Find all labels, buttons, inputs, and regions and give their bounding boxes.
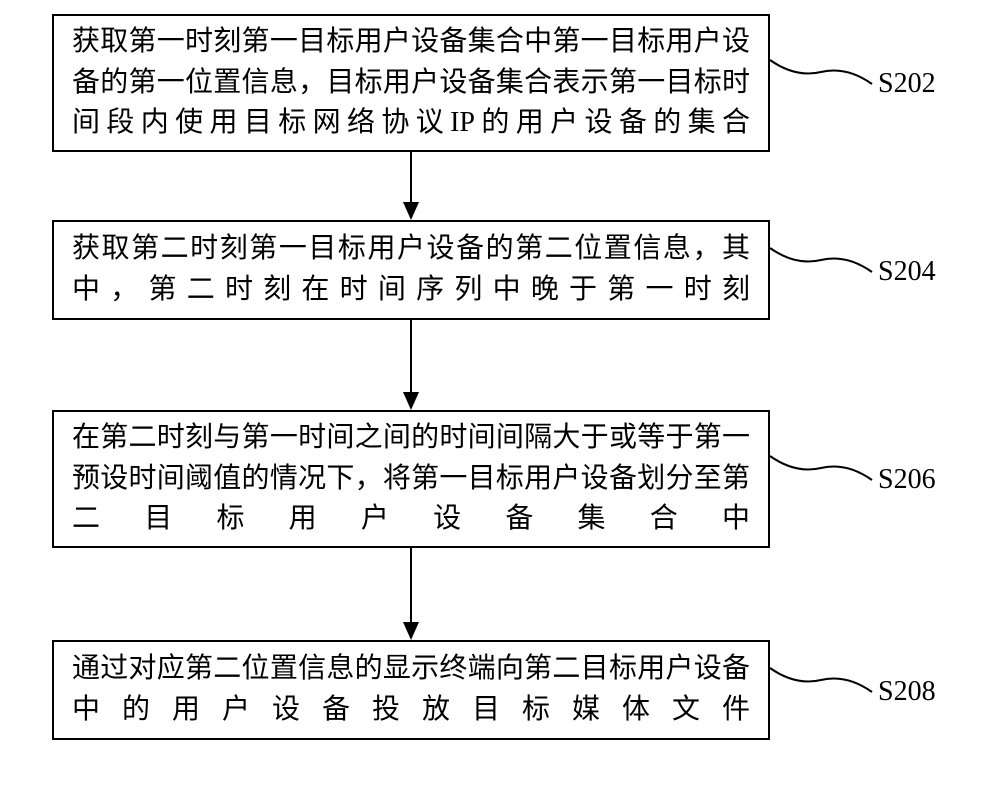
tag-curve-s206 [766,436,876,500]
flow-step-s206: 在第二时刻与第一时间之间的时间间隔大于或等于第一预设时间阈值的情况下，将第一目标… [52,410,770,548]
flowchart-canvas: 获取第一时刻第一目标用户设备集合中第一目标用户设备的第一位置信息，目标用户设备集… [0,0,1000,786]
flow-step-label-s202: S202 [878,68,936,100]
tag-curve-s208 [766,648,876,712]
flow-arrow-s206-to-s208 [399,548,423,640]
flow-step-text: 在第二时刻与第一时间之间的时间间隔大于或等于第一预设时间阈值的情况下，将第一目标… [72,418,750,540]
tag-curve-s202 [766,40,876,104]
flow-arrow-s202-to-s204 [399,152,423,220]
flow-step-s204: 获取第二时刻第一目标用户设备的第二位置信息，其中，第二时刻在时间序列中晚于第一时… [52,220,770,320]
flow-step-text: 通过对应第二位置信息的显示终端向第二目标用户设备中的用户设备投放目标媒体文件 [72,649,750,730]
flow-step-s208: 通过对应第二位置信息的显示终端向第二目标用户设备中的用户设备投放目标媒体文件 [52,640,770,740]
tag-curve-s204 [766,228,876,292]
flow-step-label-s208: S208 [878,676,936,708]
flow-step-text: 获取第一时刻第一目标用户设备集合中第一目标用户设备的第一位置信息，目标用户设备集… [72,22,750,144]
flow-arrow-s204-to-s206 [399,320,423,410]
flow-step-label-s206: S206 [878,464,936,496]
flow-step-s202: 获取第一时刻第一目标用户设备集合中第一目标用户设备的第一位置信息，目标用户设备集… [52,14,770,152]
flow-step-text: 获取第二时刻第一目标用户设备的第二位置信息，其中，第二时刻在时间序列中晚于第一时… [72,229,750,310]
flow-step-label-s204: S204 [878,256,936,288]
